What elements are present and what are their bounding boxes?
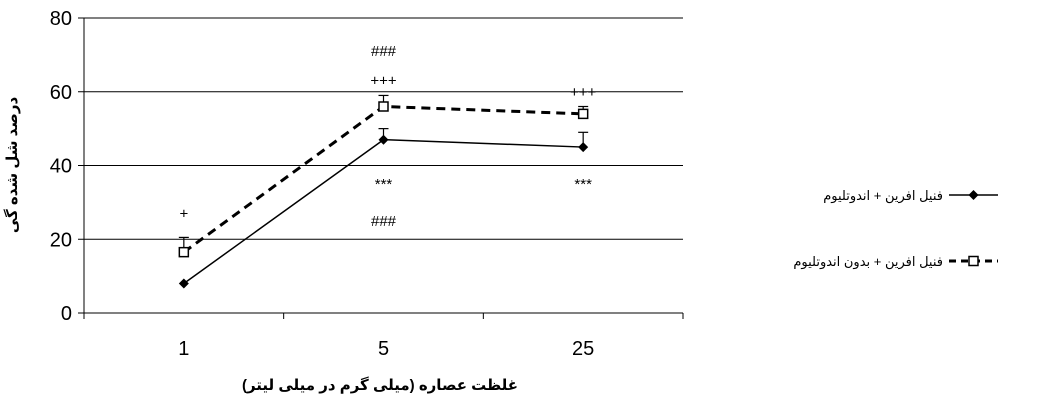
data-point xyxy=(178,278,189,289)
annotation-label: + xyxy=(179,205,188,222)
legend: فنیل افرین + اندوتلیوم فنیل افرین + بدون … xyxy=(793,188,998,270)
y-tick-label: 80 xyxy=(50,8,72,30)
data-point xyxy=(578,142,589,153)
y-tick-label: 40 xyxy=(50,156,72,178)
data-point xyxy=(968,190,979,200)
series-layer xyxy=(178,94,589,289)
annotation-label: *** xyxy=(375,176,393,193)
annotation-label: *** xyxy=(574,176,592,193)
data-point xyxy=(378,101,389,112)
y-tick-label: 20 xyxy=(50,229,72,251)
grid-lines xyxy=(84,17,683,240)
x-axis-title: غلظت عصاره (میلی گرم در میلی لیتر) xyxy=(242,376,518,394)
x-tick-label: 5 xyxy=(378,338,389,360)
annotations: + ### +++ *** ### +++ *** xyxy=(179,43,596,230)
legend-item: فنیل افرین + اندوتلیوم xyxy=(823,188,998,204)
y-tick-label: 0 xyxy=(61,303,72,325)
axes: 0 20 40 60 80 1 5 25 xyxy=(50,8,684,360)
y-tick-label: 60 xyxy=(50,82,72,104)
annotation-label: +++ xyxy=(370,73,397,90)
series-1 xyxy=(178,128,589,289)
x-tick-label: 25 xyxy=(572,338,594,360)
legend-label: فنیل افرین + بدون اندوتلیوم xyxy=(793,254,943,270)
data-point xyxy=(378,134,389,145)
annotation-label: ### xyxy=(371,213,397,230)
x-tick-label: 1 xyxy=(178,338,189,360)
annotation-label: ### xyxy=(371,43,397,60)
y-axis-title: درصد شل شده گی xyxy=(3,97,21,234)
data-point xyxy=(577,108,589,120)
data-point xyxy=(178,246,190,258)
series-2 xyxy=(178,94,589,258)
data-point xyxy=(968,255,979,267)
series-line xyxy=(183,138,584,285)
legend-label: فنیل افرین + اندوتلیوم xyxy=(823,188,943,204)
annotation-label: +++ xyxy=(570,84,597,101)
legend-item: فنیل افرین + بدون اندوتلیوم xyxy=(793,254,998,270)
